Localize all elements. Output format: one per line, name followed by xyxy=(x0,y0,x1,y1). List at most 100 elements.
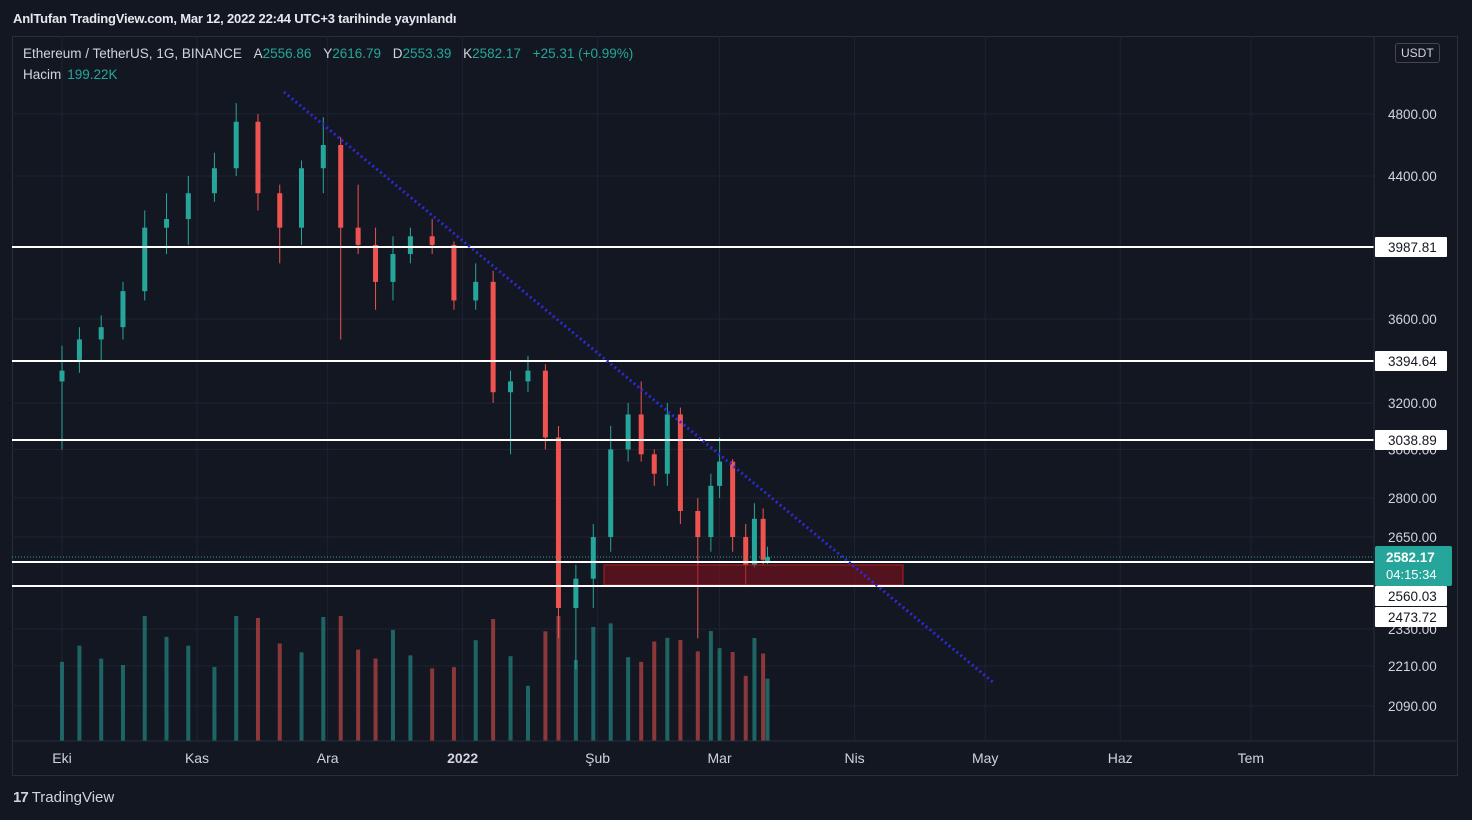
time-tick-label: Ara xyxy=(317,750,339,766)
level-badge xyxy=(1375,351,1447,371)
time-tick-label: Eki xyxy=(52,750,71,766)
candle xyxy=(677,407,683,524)
candle-body xyxy=(608,449,614,537)
tradingview-footer: 17 TradingView xyxy=(13,789,114,806)
candle xyxy=(233,103,239,176)
volume-bar xyxy=(525,685,530,741)
candle-body xyxy=(373,244,379,282)
candle-body xyxy=(451,244,457,301)
candle-body xyxy=(142,227,148,292)
candle-body xyxy=(743,537,749,565)
candle xyxy=(751,503,757,568)
candle-body xyxy=(164,219,170,228)
candle xyxy=(473,263,479,310)
candle xyxy=(76,327,82,373)
price-axis: 4800.004400.003600.003200.003000.002800.… xyxy=(1388,107,1437,714)
volume-bar xyxy=(299,652,304,741)
time-tick-label: 2022 xyxy=(447,750,478,766)
candle-body xyxy=(708,485,714,537)
time-tick-label: May xyxy=(972,750,998,766)
time-tick-label: Şub xyxy=(585,750,610,766)
volume-bar xyxy=(373,658,378,741)
candle xyxy=(185,176,191,245)
price-tick-label: 4400.00 xyxy=(1388,169,1437,184)
time-tick-label: Kas xyxy=(185,750,209,766)
level-label: 2473.72 xyxy=(1388,610,1437,625)
candle xyxy=(277,184,283,264)
volume-bar xyxy=(212,667,217,741)
volume-value: 199.22K xyxy=(67,67,118,82)
candle-body xyxy=(490,281,496,393)
volume-bar xyxy=(186,645,191,741)
volume-bar xyxy=(390,629,395,741)
candle xyxy=(355,184,361,255)
open-key: A xyxy=(253,46,263,61)
volume-bar xyxy=(491,619,496,741)
chart-frame xyxy=(12,36,1458,776)
candle-body xyxy=(542,370,548,438)
candles xyxy=(59,103,770,670)
candle-body xyxy=(760,518,766,560)
candle-body xyxy=(555,437,561,609)
volume-bar xyxy=(543,631,548,741)
symbol-label[interactable]: Ethereum / TetherUS, 1G, BINANCE xyxy=(23,46,242,61)
volume-bar xyxy=(556,616,561,741)
candle xyxy=(390,236,396,301)
volume-bar xyxy=(356,649,361,741)
volume-key[interactable]: Hacim xyxy=(23,67,62,82)
candle-body xyxy=(764,557,770,563)
price-tick-label: 3600.00 xyxy=(1388,312,1437,327)
volume-bar xyxy=(765,678,770,741)
level-badge xyxy=(1375,237,1447,257)
candle xyxy=(451,241,457,310)
horizontal-levels xyxy=(12,246,1374,587)
candle-body xyxy=(429,236,435,245)
time-tick-label: Haz xyxy=(1108,750,1133,766)
volume-bar xyxy=(99,658,104,741)
candle-body xyxy=(473,281,479,301)
candle xyxy=(708,473,714,552)
volume-bar xyxy=(277,643,282,741)
candle xyxy=(508,370,514,455)
price-tick-label: 2090.00 xyxy=(1388,699,1437,714)
candle-body xyxy=(573,578,579,609)
candle xyxy=(407,227,413,264)
change-value: +25.31 (+0.99%) xyxy=(532,46,634,61)
level-badge xyxy=(1375,586,1447,606)
volume-bar xyxy=(60,661,64,741)
candle xyxy=(573,564,579,670)
candle-body xyxy=(338,145,344,228)
volume-bar xyxy=(639,661,644,741)
volume-bar xyxy=(626,657,631,741)
candle xyxy=(651,449,657,486)
level-label: 3987.81 xyxy=(1388,240,1437,255)
candle xyxy=(638,381,644,462)
candle-body xyxy=(677,414,683,511)
candle-body xyxy=(120,291,126,328)
last-price-badge: 2582.17 04:15:34 xyxy=(1375,546,1452,586)
volume-bar xyxy=(752,638,757,741)
candle xyxy=(98,315,104,360)
price-tick-label: 3200.00 xyxy=(1388,396,1437,411)
candle-body xyxy=(390,254,396,282)
candle-body xyxy=(590,537,596,579)
candle xyxy=(608,425,614,552)
volume-bar xyxy=(761,653,766,741)
candle-body xyxy=(638,414,644,455)
candle xyxy=(490,270,496,403)
volume-bar xyxy=(608,623,613,741)
candle-body xyxy=(651,454,657,474)
volume-bar xyxy=(234,616,239,741)
candle xyxy=(760,508,766,565)
level-badge xyxy=(1375,607,1447,627)
candle-body xyxy=(730,461,736,537)
currency-button[interactable]: USDT xyxy=(1395,43,1440,63)
volume-bar xyxy=(77,645,82,741)
volume-bar xyxy=(708,631,713,741)
level-labels: 3987.81 3394.64 3038.89 2560.03 2473.72 xyxy=(1375,237,1447,627)
volume-bar xyxy=(678,640,683,741)
close-value: 2582.17 xyxy=(472,46,521,61)
candle-body xyxy=(355,227,361,245)
tradingview-brand[interactable]: TradingView xyxy=(31,789,115,806)
